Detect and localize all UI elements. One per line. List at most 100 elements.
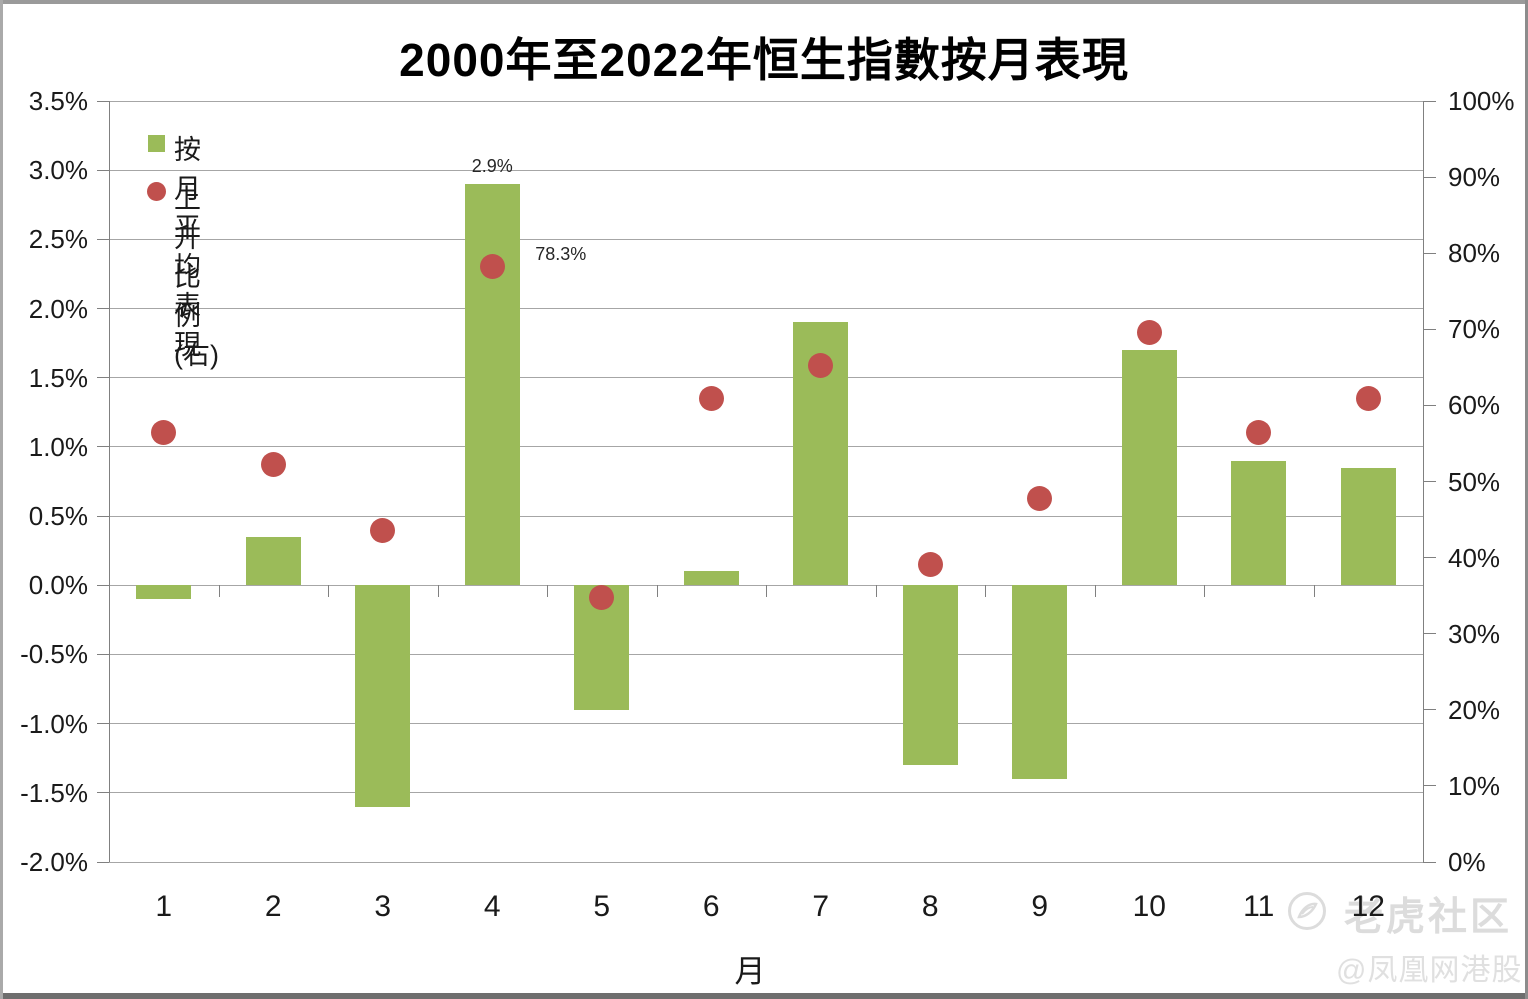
x-axis-tick: [875, 585, 877, 598]
dot-month-4: [479, 253, 505, 279]
dot-data-label: 78.3%: [535, 244, 587, 265]
x-axis-label: 1: [155, 890, 173, 923]
left-axis-tick: [97, 238, 109, 240]
right-axis-tick: [1423, 785, 1436, 787]
left-axis-tick-label: -1.5%: [20, 777, 88, 808]
left-axis-tick-label: 3.5%: [28, 86, 88, 116]
right-axis-tick-label: 0%: [1448, 847, 1486, 877]
legend-dot-label: 上升比例 (右): [174, 184, 219, 370]
gridline: [109, 861, 1423, 863]
right-axis-tick: [1423, 404, 1436, 406]
left-axis-tick-label: -0.5%: [20, 639, 88, 670]
x-axis-tick: [766, 585, 767, 598]
gridline: [109, 308, 1423, 310]
x-axis-tick: [218, 585, 220, 598]
x-axis-label: 11: [1243, 890, 1275, 923]
dot-month-11: [1246, 419, 1272, 445]
right-axis-tick: [1423, 481, 1436, 482]
gridline: [109, 238, 1423, 240]
watermark-account: @凤凰网港股: [1336, 954, 1523, 987]
right-axis-tick: [1423, 709, 1436, 711]
right-axis-tick-label: 60%: [1448, 390, 1501, 421]
bottom-edge: [0, 993, 1528, 999]
left-axis-tick: [97, 861, 109, 863]
x-axis-tick: [1423, 585, 1424, 598]
bar-month-4: [464, 184, 520, 586]
gridline: [109, 100, 1423, 102]
gridline: [109, 792, 1423, 794]
bar-month-3: [355, 585, 411, 807]
gridline: [109, 515, 1423, 517]
left-axis-tick: [97, 792, 109, 794]
tiger-logo-icon: [1288, 892, 1326, 930]
legend-bar-label: 按月平均表現: [174, 135, 201, 360]
x-axis-label: 4: [483, 890, 501, 923]
x-axis-tick: [547, 585, 548, 598]
right-axis-tick-label: 30%: [1448, 618, 1501, 649]
right-axis-tick: [1423, 633, 1436, 635]
left-axis-tick-label: 3.0%: [28, 155, 88, 186]
x-axis-label: 2: [264, 890, 282, 923]
bar-month-11: [1231, 460, 1287, 586]
bar-month-8: [902, 585, 958, 766]
dot-month-5: [589, 584, 615, 610]
x-axis-label: 3: [374, 890, 392, 923]
bar-month-6: [683, 571, 739, 586]
dot-month-12: [1355, 386, 1381, 412]
dot-month-2: [260, 452, 286, 478]
right-axis-tick: [1423, 100, 1436, 102]
x-axis-tick: [1313, 585, 1315, 598]
left-axis-tick: [97, 653, 109, 655]
x-axis-tick: [328, 585, 329, 598]
right-axis-tick-label: 70%: [1448, 314, 1501, 345]
x-axis-label: 5: [593, 890, 611, 923]
right-axis-tick: [1423, 252, 1436, 254]
left-axis-line: [109, 101, 110, 862]
bar-month-12: [1340, 467, 1396, 586]
bar-month-1: [136, 585, 192, 600]
right-axis-tick: [1423, 176, 1436, 178]
right-axis-tick-label: 90%: [1448, 162, 1501, 193]
left-axis-tick: [97, 723, 109, 725]
dot-month-7: [808, 353, 834, 379]
dot-month-3: [370, 518, 396, 544]
right-axis-tick: [1423, 557, 1436, 559]
left-axis-tick: [97, 169, 109, 171]
dot-series-swatch-icon: [147, 182, 166, 201]
left-axis-tick: [97, 584, 109, 586]
dot-month-6: [698, 386, 724, 412]
x-axis-tick: [437, 585, 439, 598]
right-axis-tick-label: 100%: [1448, 86, 1515, 116]
left-axis-tick-label: 0.5%: [28, 501, 88, 532]
gridline: [109, 377, 1423, 379]
x-axis-label: 6: [702, 890, 720, 923]
right-axis-tick-label: 20%: [1448, 694, 1501, 725]
right-axis-tick-label: 80%: [1448, 238, 1501, 269]
bar-month-2: [245, 536, 301, 586]
x-axis-label: 12: [1351, 890, 1385, 923]
left-axis-tick-label: -1.0%: [20, 708, 88, 739]
right-axis-tick: [1423, 861, 1436, 863]
gridline: [109, 653, 1423, 655]
left-axis-tick: [97, 377, 109, 379]
left-axis-tick: [97, 446, 109, 448]
dot-month-1: [151, 419, 177, 445]
left-axis-tick-label: 2.0%: [28, 293, 88, 324]
bar-series-swatch-icon: [148, 135, 165, 152]
right-axis-tick-label: 50%: [1448, 466, 1501, 497]
x-axis-title: 月: [734, 954, 766, 989]
x-axis-label: 8: [921, 890, 939, 923]
x-axis-tick: [656, 585, 658, 598]
bar-month-9: [1012, 585, 1068, 779]
left-axis-tick: [97, 308, 109, 310]
x-axis-tick: [109, 585, 110, 598]
bar-data-label: 2.9%: [471, 156, 513, 177]
right-axis-tick-label: 40%: [1448, 542, 1501, 573]
left-axis-tick: [97, 515, 109, 517]
gridline: [109, 169, 1423, 171]
chart-title: 2000年至2022年恒生指數按月表現: [399, 34, 1129, 86]
x-axis-label: 10: [1132, 890, 1166, 923]
x-axis-tick: [1204, 585, 1205, 598]
